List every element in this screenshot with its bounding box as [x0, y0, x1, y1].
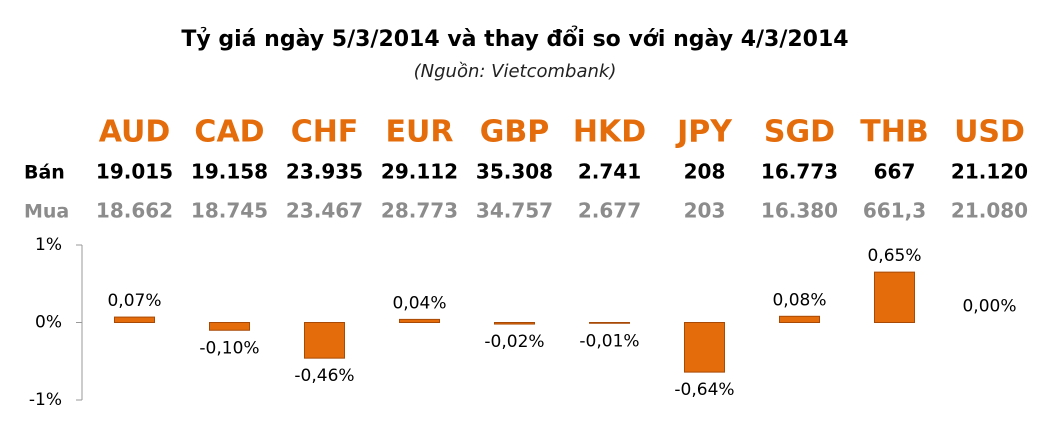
row-value: 2.741 [578, 160, 641, 184]
value-label: -0,01% [579, 331, 639, 351]
row-label: Mua [24, 201, 69, 223]
row-value: 21.080 [951, 199, 1028, 223]
category-label: USD [954, 115, 1025, 150]
row-value: 19.158 [191, 160, 268, 184]
value-label: -0,46% [294, 366, 354, 386]
bar [209, 322, 250, 331]
bar [304, 322, 345, 359]
row-value: 208 [684, 160, 726, 184]
row-value: 2.677 [578, 199, 641, 223]
row-value: 23.935 [286, 160, 363, 184]
category-label: JPY [675, 115, 733, 150]
value-label: -0,02% [484, 332, 544, 352]
chart-title: Tỷ giá ngày 5/3/2014 và thay đổi so với … [181, 26, 848, 52]
row-value: 34.757 [476, 199, 553, 223]
row-value: 16.380 [761, 199, 838, 223]
value-label: 0,00% [962, 297, 1016, 317]
bar [779, 315, 820, 323]
value-label: 0,65% [867, 246, 921, 266]
category-label: EUR [386, 115, 454, 150]
category-label: SGD [764, 115, 835, 150]
y-tick-label: 1% [35, 235, 62, 255]
row-value: 23.467 [286, 199, 363, 223]
value-label: 0,08% [772, 290, 826, 310]
row-value: 29.112 [381, 160, 458, 184]
row-value: 661,3 [863, 199, 926, 223]
row-value: 203 [684, 199, 726, 223]
value-label: -0,10% [199, 338, 259, 358]
category-label: AUD [99, 115, 171, 150]
value-label: 0,04% [392, 293, 446, 313]
value-label: 0,07% [107, 291, 161, 311]
category-label: GBP [480, 115, 549, 150]
bar [114, 316, 155, 324]
row-value: 28.773 [381, 199, 458, 223]
category-label: THB [860, 115, 928, 150]
row-label: Bán [24, 162, 65, 184]
bar [494, 322, 535, 325]
row-value: 35.308 [476, 160, 553, 184]
category-label: CHF [291, 115, 359, 150]
bar [684, 322, 725, 373]
row-value: 667 [874, 160, 916, 184]
category-label: CAD [194, 115, 264, 150]
row-value: 19.015 [96, 160, 173, 184]
chart-subtitle: (Nguồn: Vietcombank) [414, 61, 617, 82]
bar [874, 271, 915, 323]
row-value: 18.662 [96, 199, 173, 223]
value-label: -0,64% [674, 380, 734, 400]
y-tick-label: 0% [35, 313, 62, 333]
row-value: 16.773 [761, 160, 838, 184]
y-tick-label: -1% [29, 390, 62, 410]
row-value: 21.120 [951, 160, 1028, 184]
bar [589, 322, 630, 324]
bar [399, 318, 440, 323]
category-label: HKD [573, 115, 646, 150]
row-value: 18.745 [191, 199, 268, 223]
